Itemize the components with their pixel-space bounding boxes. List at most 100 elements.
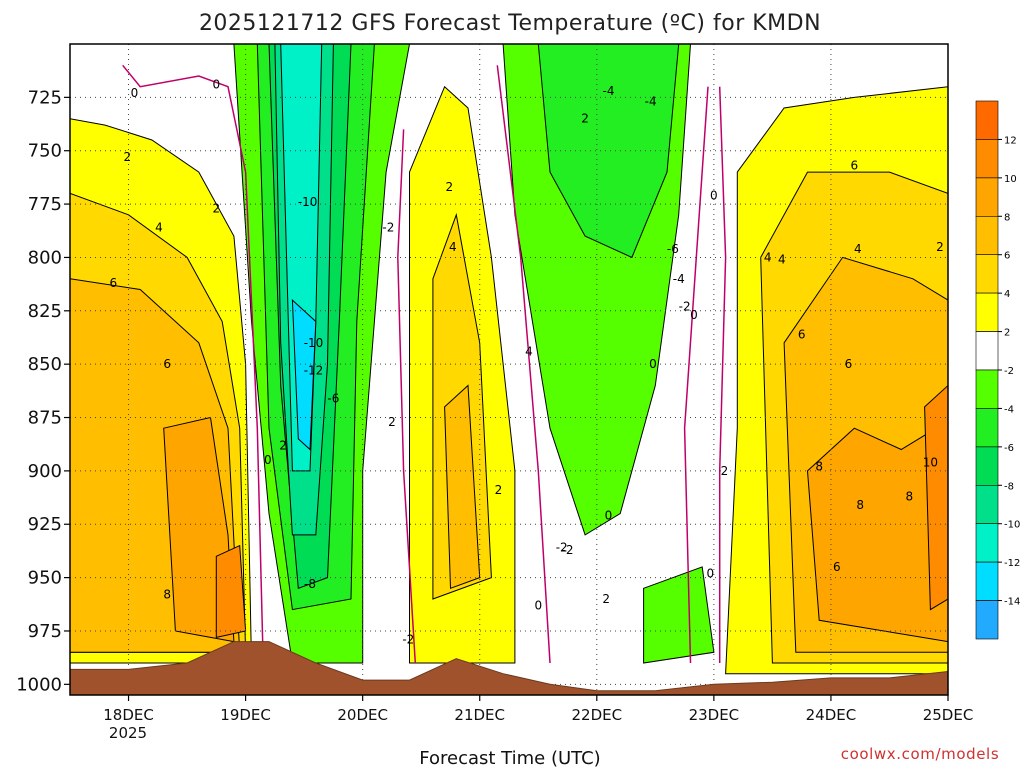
contour-label: 4	[525, 344, 533, 358]
colorbar-tick-label: -10	[1004, 520, 1020, 531]
colorbar-tick-label: 4	[1004, 289, 1010, 300]
colorbar-tick-label: 6	[1004, 251, 1010, 262]
x-year-label: 2025	[109, 724, 147, 742]
y-tick-label: 950	[28, 568, 62, 589]
x-tick-label: 22DEC	[572, 706, 623, 724]
contour-label: 2	[602, 592, 610, 606]
contour-label: -6	[667, 242, 679, 256]
contour-label: 0	[690, 308, 698, 322]
contour-label: 6	[845, 357, 853, 371]
x-tick-label: 25DEC	[923, 706, 974, 724]
contour-label: -4	[673, 272, 685, 286]
colorbar: 12 10 8 6 4 2 -2 -4 -6 -8 -10 -12 -14	[975, 100, 1020, 640]
colorbar-tick-label: 10	[1004, 174, 1017, 185]
contour-label: -4	[645, 95, 657, 109]
contour-label: -2	[402, 633, 414, 647]
contour-label: -2	[562, 543, 574, 557]
contour-label: 8	[856, 498, 864, 512]
contour-label: 4	[778, 253, 786, 267]
colorbar-tick-label: 2	[1004, 328, 1010, 339]
contour-label: -2	[382, 221, 394, 235]
colorbar-swatch	[975, 292, 999, 332]
colorbar-swatch	[975, 216, 999, 256]
contour-label: 0	[649, 357, 657, 371]
y-tick-label: 875	[28, 408, 62, 429]
contour-label: 4	[155, 221, 163, 235]
contour-label: 6	[833, 560, 841, 574]
plot-area	[70, 44, 948, 695]
colorbar-swatch	[975, 369, 999, 409]
colorbar-swatch	[975, 446, 999, 486]
region-warm-east-peak	[924, 384, 948, 611]
contour-label: 6	[163, 357, 171, 371]
y-tick-label: 750	[28, 141, 62, 162]
region-cold-min	[291, 298, 317, 451]
y-tick-label: 825	[28, 301, 62, 322]
x-tick-label: 19DEC	[220, 706, 271, 724]
colorbar-tick-label: -12	[1004, 558, 1020, 569]
contour-label: -10	[298, 195, 318, 209]
contour-label: 2	[124, 150, 132, 164]
terrain-ground	[70, 641, 948, 695]
contour-label: 2	[495, 483, 503, 497]
contour-label: 10	[923, 455, 938, 469]
colorbar-swatch	[975, 139, 999, 179]
colorbar-swatch	[975, 331, 999, 371]
plot-frame	[69, 43, 949, 696]
colorbar-swatch	[975, 408, 999, 448]
chart-title: 2025121712 GFS Forecast Temperature (ºC)…	[199, 11, 821, 36]
contour-label: -2	[679, 300, 691, 314]
zero-isotherm-line-4	[718, 86, 727, 663]
region-cold-low	[643, 566, 715, 664]
contour-label: 4	[449, 240, 457, 254]
x-tick-label: 21DEC	[454, 706, 505, 724]
y-tick-label: 800	[28, 247, 62, 268]
contour-label: 8	[906, 489, 914, 503]
contour-label: 0	[534, 598, 542, 612]
contour-label: 2	[279, 438, 287, 452]
contour-label: 0	[213, 78, 221, 92]
colorbar-tick-label: 12	[1004, 135, 1017, 146]
contour-label: -12	[304, 364, 324, 378]
contour-label: 2	[213, 201, 221, 215]
x-tick-label: 24DEC	[806, 706, 857, 724]
y-tick-label: 975	[28, 621, 62, 642]
contour-label: -6	[327, 391, 339, 405]
y-tick-label: 900	[28, 461, 62, 482]
contour-label: 2	[936, 240, 944, 254]
contour-label: 0	[707, 566, 715, 580]
zero-isotherm-line-3	[683, 86, 709, 664]
colorbar-swatch	[975, 254, 999, 294]
colorbar-swatch	[975, 561, 999, 601]
contour-label: 2	[445, 180, 453, 194]
contour-label: -4	[603, 84, 615, 98]
y-tick-label: 1000	[16, 674, 62, 695]
contour-label: 0	[710, 189, 718, 203]
region-warm-tongue-core	[444, 384, 481, 590]
contour-label: -8	[304, 577, 316, 591]
contour-label: 8	[163, 588, 171, 602]
contour-label: 4	[854, 242, 862, 256]
colorbar-swatch	[975, 523, 999, 563]
zero-isotherm-line-0	[122, 64, 264, 664]
contour-label: -2	[556, 541, 568, 555]
contour-label: 6	[109, 276, 117, 290]
contour-label: 4	[764, 250, 772, 264]
contour-label: 0	[264, 453, 272, 467]
contour-label: 2	[388, 415, 396, 429]
colorbar-tick-label: -4	[1004, 404, 1014, 415]
colorbar-swatch	[975, 600, 999, 640]
contour-label: 6	[851, 159, 859, 173]
colorbar-tick-label: -14	[1004, 597, 1020, 608]
colorbar-tick-label: -2	[1004, 366, 1014, 377]
x-tick-label: 20DEC	[337, 706, 388, 724]
y-tick-label: 775	[28, 194, 62, 215]
region-cold-north-inner	[537, 44, 680, 259]
x-tick-label: 23DEC	[689, 706, 740, 724]
credit-text: coolwx.com/models	[841, 745, 1000, 763]
colorbar-swatch	[975, 177, 999, 217]
contour-label: -10	[304, 336, 324, 350]
contour-label: 0	[605, 509, 613, 523]
x-tick-label: 18DEC	[103, 706, 154, 724]
colorbar-swatch	[975, 100, 999, 140]
